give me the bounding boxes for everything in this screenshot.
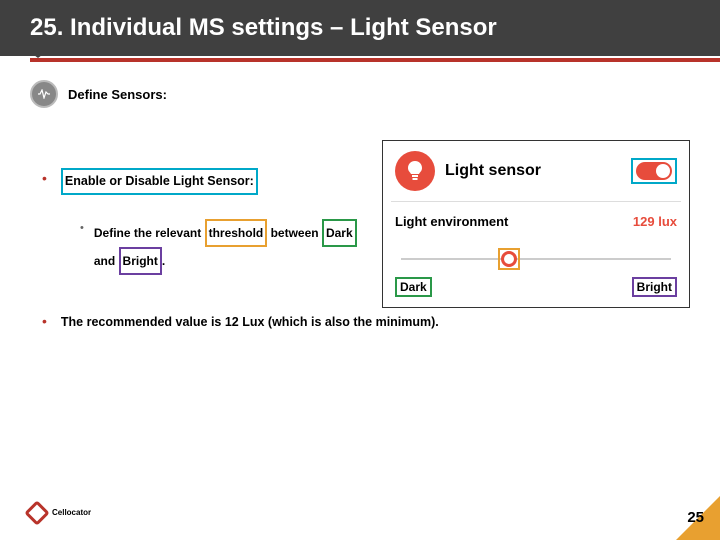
logo-text: Cellocator [52,509,91,517]
bullet-recommended: • The recommended value is 12 Lux (which… [42,311,690,335]
bulb-icon [395,151,435,191]
environment-label: Light environment [395,214,508,229]
sub-between: between [271,226,319,240]
sensor-icon [30,80,58,108]
bullet-text: Enable or Disable Light Sensor: [61,168,258,195]
environment-row: Light environment 129 lux [395,214,677,229]
slider-row [395,247,677,271]
slider-handle-highlight [498,248,520,270]
footer-logo: Cellocator [28,504,91,522]
sub-and: and [94,254,115,268]
slider-handle[interactable] [501,251,517,267]
page-title: 25. Individual MS settings – Light Senso… [30,14,690,42]
title-bar: 25. Individual MS settings – Light Senso… [0,0,720,56]
sub-bullet-dot-icon: • [80,221,84,235]
slider-labels: Dark Bright [395,277,677,297]
logo-icon [24,500,49,525]
sub-period: . [162,254,165,268]
enable-disable-highlight: Enable or Disable Light Sensor: [61,168,258,195]
sub-bullet-text: Define the relevant threshold between Da… [94,219,357,275]
environment-value: 129 lux [633,214,677,229]
panel-title: Light sensor [445,162,621,180]
define-sensors-row: Define Sensors: [30,80,690,108]
recommended-text: The recommended value is 12 Lux (which i… [61,311,439,335]
define-sensors-label: Define Sensors: [68,87,167,102]
threshold-slider[interactable] [401,247,671,271]
slider-track [401,258,671,260]
light-sensor-toggle[interactable] [636,162,672,180]
dark-label: Dark [395,277,432,297]
sub-prefix: Define the relevant [94,226,201,240]
dark-highlight: Dark [322,219,357,247]
panel-divider [391,201,681,202]
page-number: 25 [687,509,704,526]
slider-handle-wrap [498,248,520,270]
bullet-dot-icon: • [42,170,47,186]
threshold-highlight: threshold [205,219,268,247]
light-sensor-panel: Light sensor Light environment 129 lux D… [382,140,690,308]
bright-highlight: Bright [119,247,162,275]
bright-label: Bright [632,277,677,297]
panel-header: Light sensor [395,151,677,191]
bullet-dot-icon: • [42,313,47,329]
toggle-highlight [631,158,677,184]
